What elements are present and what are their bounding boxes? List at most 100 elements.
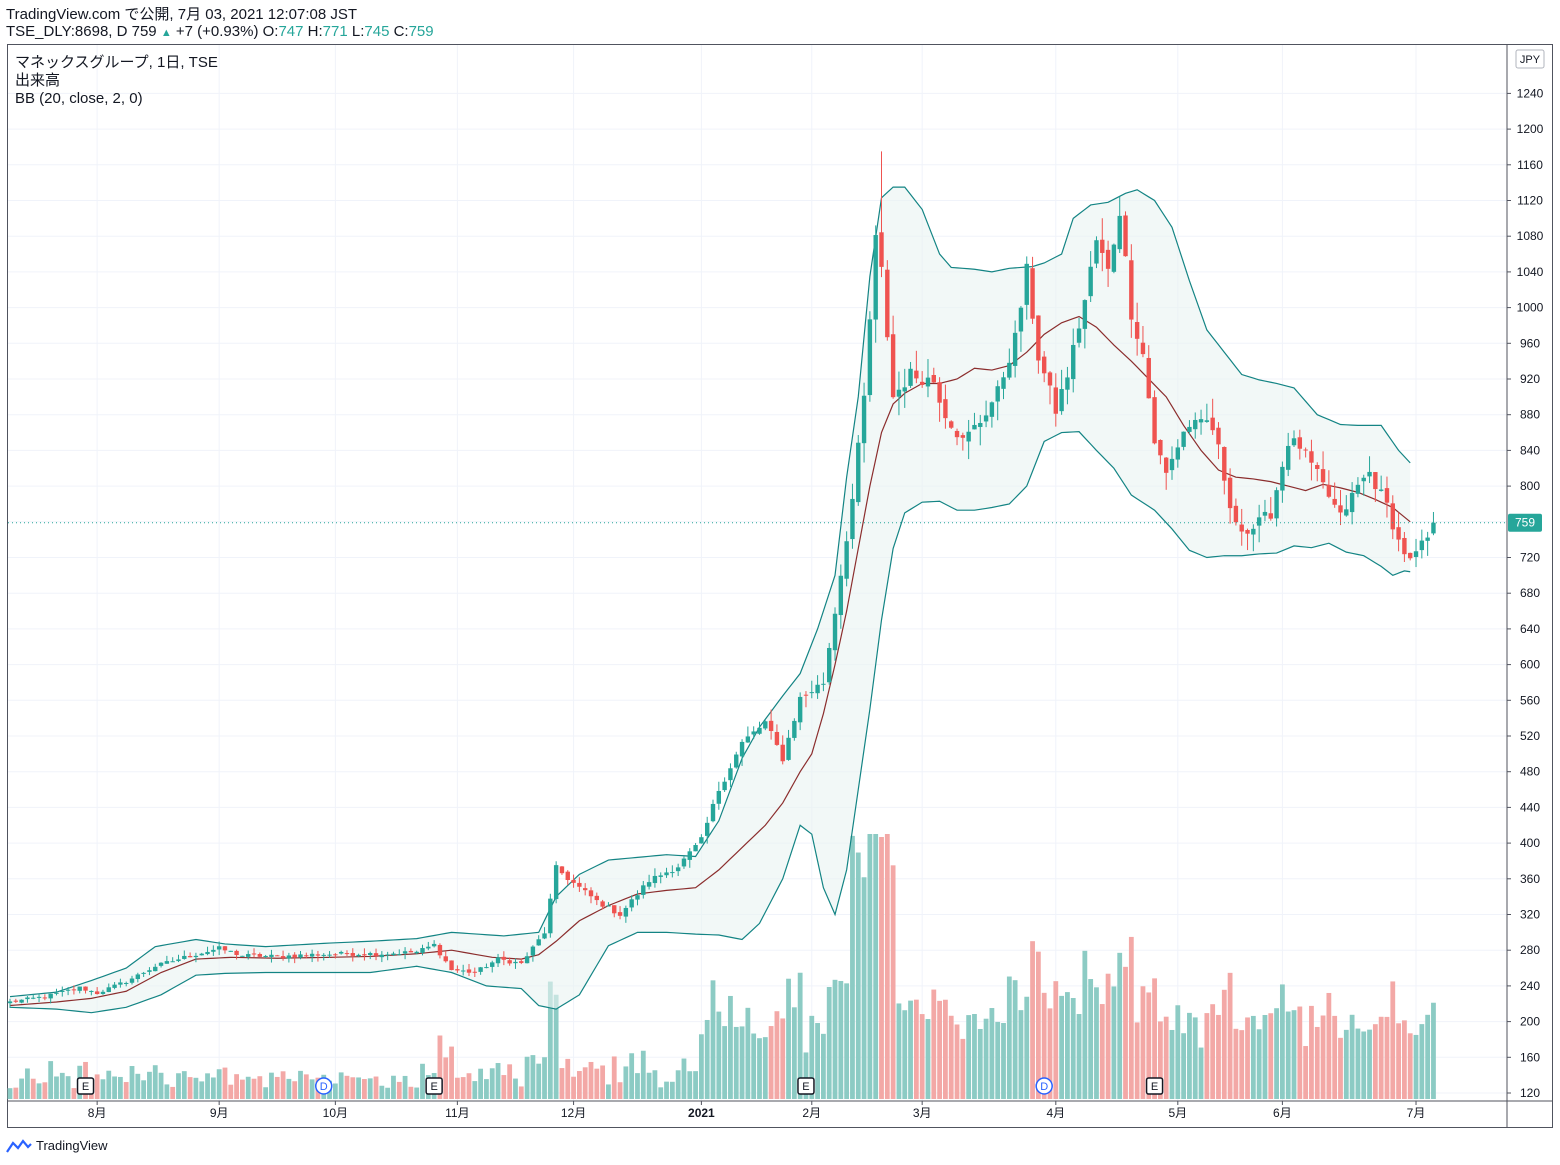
last-price-label: 759 (1515, 516, 1535, 530)
event-marker-label: D (320, 1081, 328, 1093)
candle-body (333, 954, 338, 956)
candle-body (850, 498, 855, 540)
price-tick-label: 440 (1520, 800, 1540, 814)
volume-bar (1309, 1005, 1314, 1099)
candle-body (559, 866, 565, 874)
volume-bar (1146, 992, 1152, 1099)
candle-body (153, 966, 158, 972)
volume-bar (338, 1072, 344, 1099)
volume-bar (896, 1003, 902, 1099)
symbol-label: TSE_DLY:8698, D 759 (6, 23, 157, 40)
volume-bar (1053, 981, 1059, 1099)
grid (8, 45, 1507, 1101)
candle-body (646, 882, 652, 887)
price-tick-label: 840 (1520, 443, 1540, 457)
candle-body (658, 875, 663, 877)
candle-body (542, 933, 547, 939)
candle-body (919, 381, 925, 385)
volume-bar (983, 1018, 989, 1099)
volume-bar (123, 1082, 129, 1099)
volume-bars (7, 834, 1436, 1099)
candle-body (588, 890, 594, 897)
volume-bar (629, 1053, 635, 1099)
candle-body (234, 950, 239, 955)
candle-body (821, 683, 826, 685)
volume-bar (1221, 989, 1227, 1099)
candle-body (379, 954, 385, 958)
volume-bar (1094, 987, 1099, 1099)
candle-body (298, 954, 303, 958)
volume-bar (925, 1019, 931, 1099)
candle-body (606, 905, 611, 907)
volume-bar (1274, 1008, 1279, 1099)
volume-bar (635, 1073, 640, 1099)
volume-bar (1128, 936, 1134, 1099)
volume-bar (652, 1070, 658, 1099)
candle-body (124, 982, 129, 984)
candle-body (687, 851, 692, 860)
volume-bar (1076, 1014, 1082, 1099)
candle-body (246, 954, 251, 957)
price-tick-label: 200 (1520, 1015, 1540, 1029)
tradingview-logo-icon (6, 1139, 32, 1153)
candle-body (745, 736, 751, 743)
volume-bar (884, 834, 890, 1099)
volume-bar (954, 1024, 960, 1099)
candle-body (42, 997, 48, 999)
candle-body (1088, 266, 1093, 297)
currency-label: JPY (1520, 54, 1541, 66)
volume-bar (1431, 1002, 1436, 1099)
legend-volume: 出来高 (15, 72, 61, 89)
candle-body (896, 389, 902, 397)
price-tick-label: 1040 (1517, 265, 1544, 279)
candle-body (1280, 466, 1285, 491)
candle-body (908, 368, 913, 386)
volume-bar (466, 1073, 472, 1099)
high-label: H: (307, 23, 323, 40)
volume-bar (943, 999, 948, 1099)
volume-bar (1175, 1005, 1181, 1099)
candle-body (455, 969, 460, 971)
volume-bar (1245, 1017, 1250, 1099)
volume-bar (1279, 984, 1285, 1099)
volume-bar (1134, 1022, 1140, 1099)
candle-body (141, 972, 146, 974)
price-tick-label: 720 (1520, 551, 1540, 565)
candle-body (600, 901, 605, 907)
candle-body (960, 435, 966, 438)
change-arrow-icon: ▲ (160, 27, 172, 39)
candle-body (402, 951, 408, 954)
volume-bar (1338, 1037, 1343, 1099)
candle-body (1408, 552, 1413, 559)
candle-body (1007, 362, 1012, 378)
candle-body (739, 741, 745, 757)
volume-bar (873, 834, 879, 1099)
candle-body (792, 720, 797, 738)
candle-body (513, 961, 518, 964)
candle-body (1071, 344, 1076, 380)
volume-bar (437, 1035, 443, 1099)
candle-body (36, 996, 42, 998)
earnings-marker-icon (1145, 1077, 1164, 1095)
candle-body (780, 744, 785, 762)
volume-bar (117, 1076, 123, 1099)
candle-body (1117, 215, 1122, 250)
volume-bar (1047, 1008, 1053, 1099)
candle-body (77, 986, 82, 991)
candle-body (1181, 431, 1186, 447)
candle-body (112, 984, 117, 988)
volume-bar (228, 1084, 234, 1099)
candles (7, 151, 1436, 1008)
candle-body (890, 334, 896, 398)
candle-body (257, 954, 263, 957)
candle-body (368, 953, 373, 956)
volume-bar (1216, 1014, 1221, 1099)
volume-bar (495, 1063, 501, 1099)
candle-body (885, 269, 890, 338)
volume-bar (757, 1038, 762, 1099)
candle-body (1187, 426, 1192, 432)
volume-bar (251, 1078, 257, 1099)
volume-bar (681, 1058, 687, 1099)
volume-bar (1343, 1029, 1349, 1099)
